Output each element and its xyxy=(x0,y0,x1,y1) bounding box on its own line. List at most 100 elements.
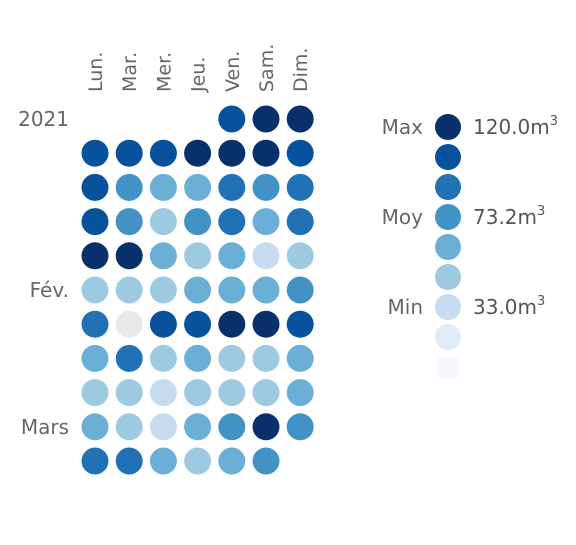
legend-swatch xyxy=(435,174,461,200)
legend-label: Moy xyxy=(382,205,423,229)
heatmap-cell xyxy=(218,105,246,133)
heatmap-cell xyxy=(252,139,280,167)
heatmap-cell xyxy=(149,447,177,475)
heatmap-cell xyxy=(149,242,177,270)
heatmap-cell xyxy=(252,447,280,475)
heatmap-cell xyxy=(81,447,109,475)
heatmap-cell xyxy=(218,379,246,407)
heatmap-cell xyxy=(115,139,143,167)
heatmap-cell xyxy=(218,413,246,441)
legend-value-exponent: 3 xyxy=(537,204,545,219)
heatmap-cell xyxy=(81,139,109,167)
heatmap-cell xyxy=(252,173,280,201)
legend-value-number: 73.2 xyxy=(473,205,518,229)
heatmap-cell xyxy=(81,310,109,338)
day-header: Mer. xyxy=(153,52,175,92)
row-labels: 2021 Fév. Mars xyxy=(18,107,69,439)
heatmap-cell xyxy=(218,173,246,201)
day-header: Dim. xyxy=(290,48,312,92)
heatmap-cell xyxy=(286,139,314,167)
legend-value: 33.0m3 xyxy=(473,294,545,319)
legend-swatch xyxy=(435,354,461,380)
day-header: Sam. xyxy=(256,44,278,92)
legend-value-number: 33.0 xyxy=(473,295,518,319)
heatmap-cell xyxy=(115,413,143,441)
heatmap-cell xyxy=(218,310,246,338)
legend-swatch xyxy=(435,204,461,230)
heatmap-cell xyxy=(218,447,246,475)
legend-swatch xyxy=(435,324,461,350)
heatmap-cells xyxy=(81,105,314,475)
heatmap-cell xyxy=(286,310,314,338)
heatmap-cell xyxy=(149,344,177,372)
heatmap-cell xyxy=(115,242,143,270)
heatmap-cell xyxy=(115,208,143,236)
heatmap-cell xyxy=(81,379,109,407)
day-header: Lun. xyxy=(85,52,107,92)
heatmap-cell xyxy=(149,379,177,407)
heatmap-cell xyxy=(81,208,109,236)
heatmap-cell xyxy=(184,379,212,407)
heatmap-cell xyxy=(286,242,314,270)
heatmap-cell xyxy=(115,276,143,304)
legend-value-unit: m xyxy=(518,295,537,319)
heatmap-cell xyxy=(184,208,212,236)
heatmap-cell xyxy=(184,242,212,270)
heatmap-cell xyxy=(184,173,212,201)
heatmap-cell xyxy=(252,344,280,372)
heatmap-cell xyxy=(81,344,109,372)
legend-value-unit: m xyxy=(530,115,549,139)
heatmap-cell xyxy=(115,379,143,407)
legend-value-number: 120.0 xyxy=(473,115,530,139)
legend-label: Max xyxy=(382,115,424,139)
legend-value: 73.2m3 xyxy=(473,204,545,229)
heatmap-cell xyxy=(218,208,246,236)
day-header: Ven. xyxy=(222,51,244,92)
heatmap-cell xyxy=(218,344,246,372)
heatmap-cell xyxy=(149,173,177,201)
row-label: Mars xyxy=(21,415,69,439)
heatmap-cell xyxy=(184,310,212,338)
day-header: Jeu. xyxy=(188,57,210,93)
heatmap-cell xyxy=(115,344,143,372)
heatmap-cell xyxy=(184,276,212,304)
heatmap-cell xyxy=(286,344,314,372)
heatmap-cell xyxy=(81,413,109,441)
legend-swatch xyxy=(435,264,461,290)
heatmap-cell xyxy=(286,105,314,133)
heatmap-cell xyxy=(252,242,280,270)
heatmap-cell xyxy=(184,413,212,441)
legend-value: 120.0m3 xyxy=(473,114,558,139)
heatmap-cell xyxy=(286,379,314,407)
heatmap-cell xyxy=(218,139,246,167)
heatmap-cell xyxy=(252,276,280,304)
heatmap-cell xyxy=(286,173,314,201)
heatmap-cell xyxy=(81,173,109,201)
row-label: Fév. xyxy=(30,278,69,302)
heatmap-cell xyxy=(252,310,280,338)
heatmap-cell xyxy=(218,242,246,270)
day-headers: Lun. Mar. Mer. Jeu. Ven. Sam. Dim. xyxy=(85,44,312,93)
legend-swatch xyxy=(435,294,461,320)
heatmap-cell xyxy=(286,413,314,441)
heatmap-cell xyxy=(252,208,280,236)
heatmap-cell xyxy=(149,208,177,236)
legend-value-unit: m xyxy=(518,205,537,229)
heatmap-cell xyxy=(286,276,314,304)
heatmap-cell xyxy=(115,310,143,338)
legend-value-exponent: 3 xyxy=(537,294,545,309)
heatmap-cell xyxy=(149,276,177,304)
heatmap-cell xyxy=(115,447,143,475)
heatmap-cell xyxy=(81,276,109,304)
day-header: Mar. xyxy=(119,52,141,92)
heatmap-cell xyxy=(184,139,212,167)
legend-swatch xyxy=(435,144,461,170)
heatmap-cell xyxy=(252,413,280,441)
legend-swatch xyxy=(435,234,461,260)
heatmap-cell xyxy=(81,242,109,270)
heatmap-cell xyxy=(184,344,212,372)
legend-value-exponent: 3 xyxy=(550,114,558,129)
legend-label: Min xyxy=(388,295,424,319)
